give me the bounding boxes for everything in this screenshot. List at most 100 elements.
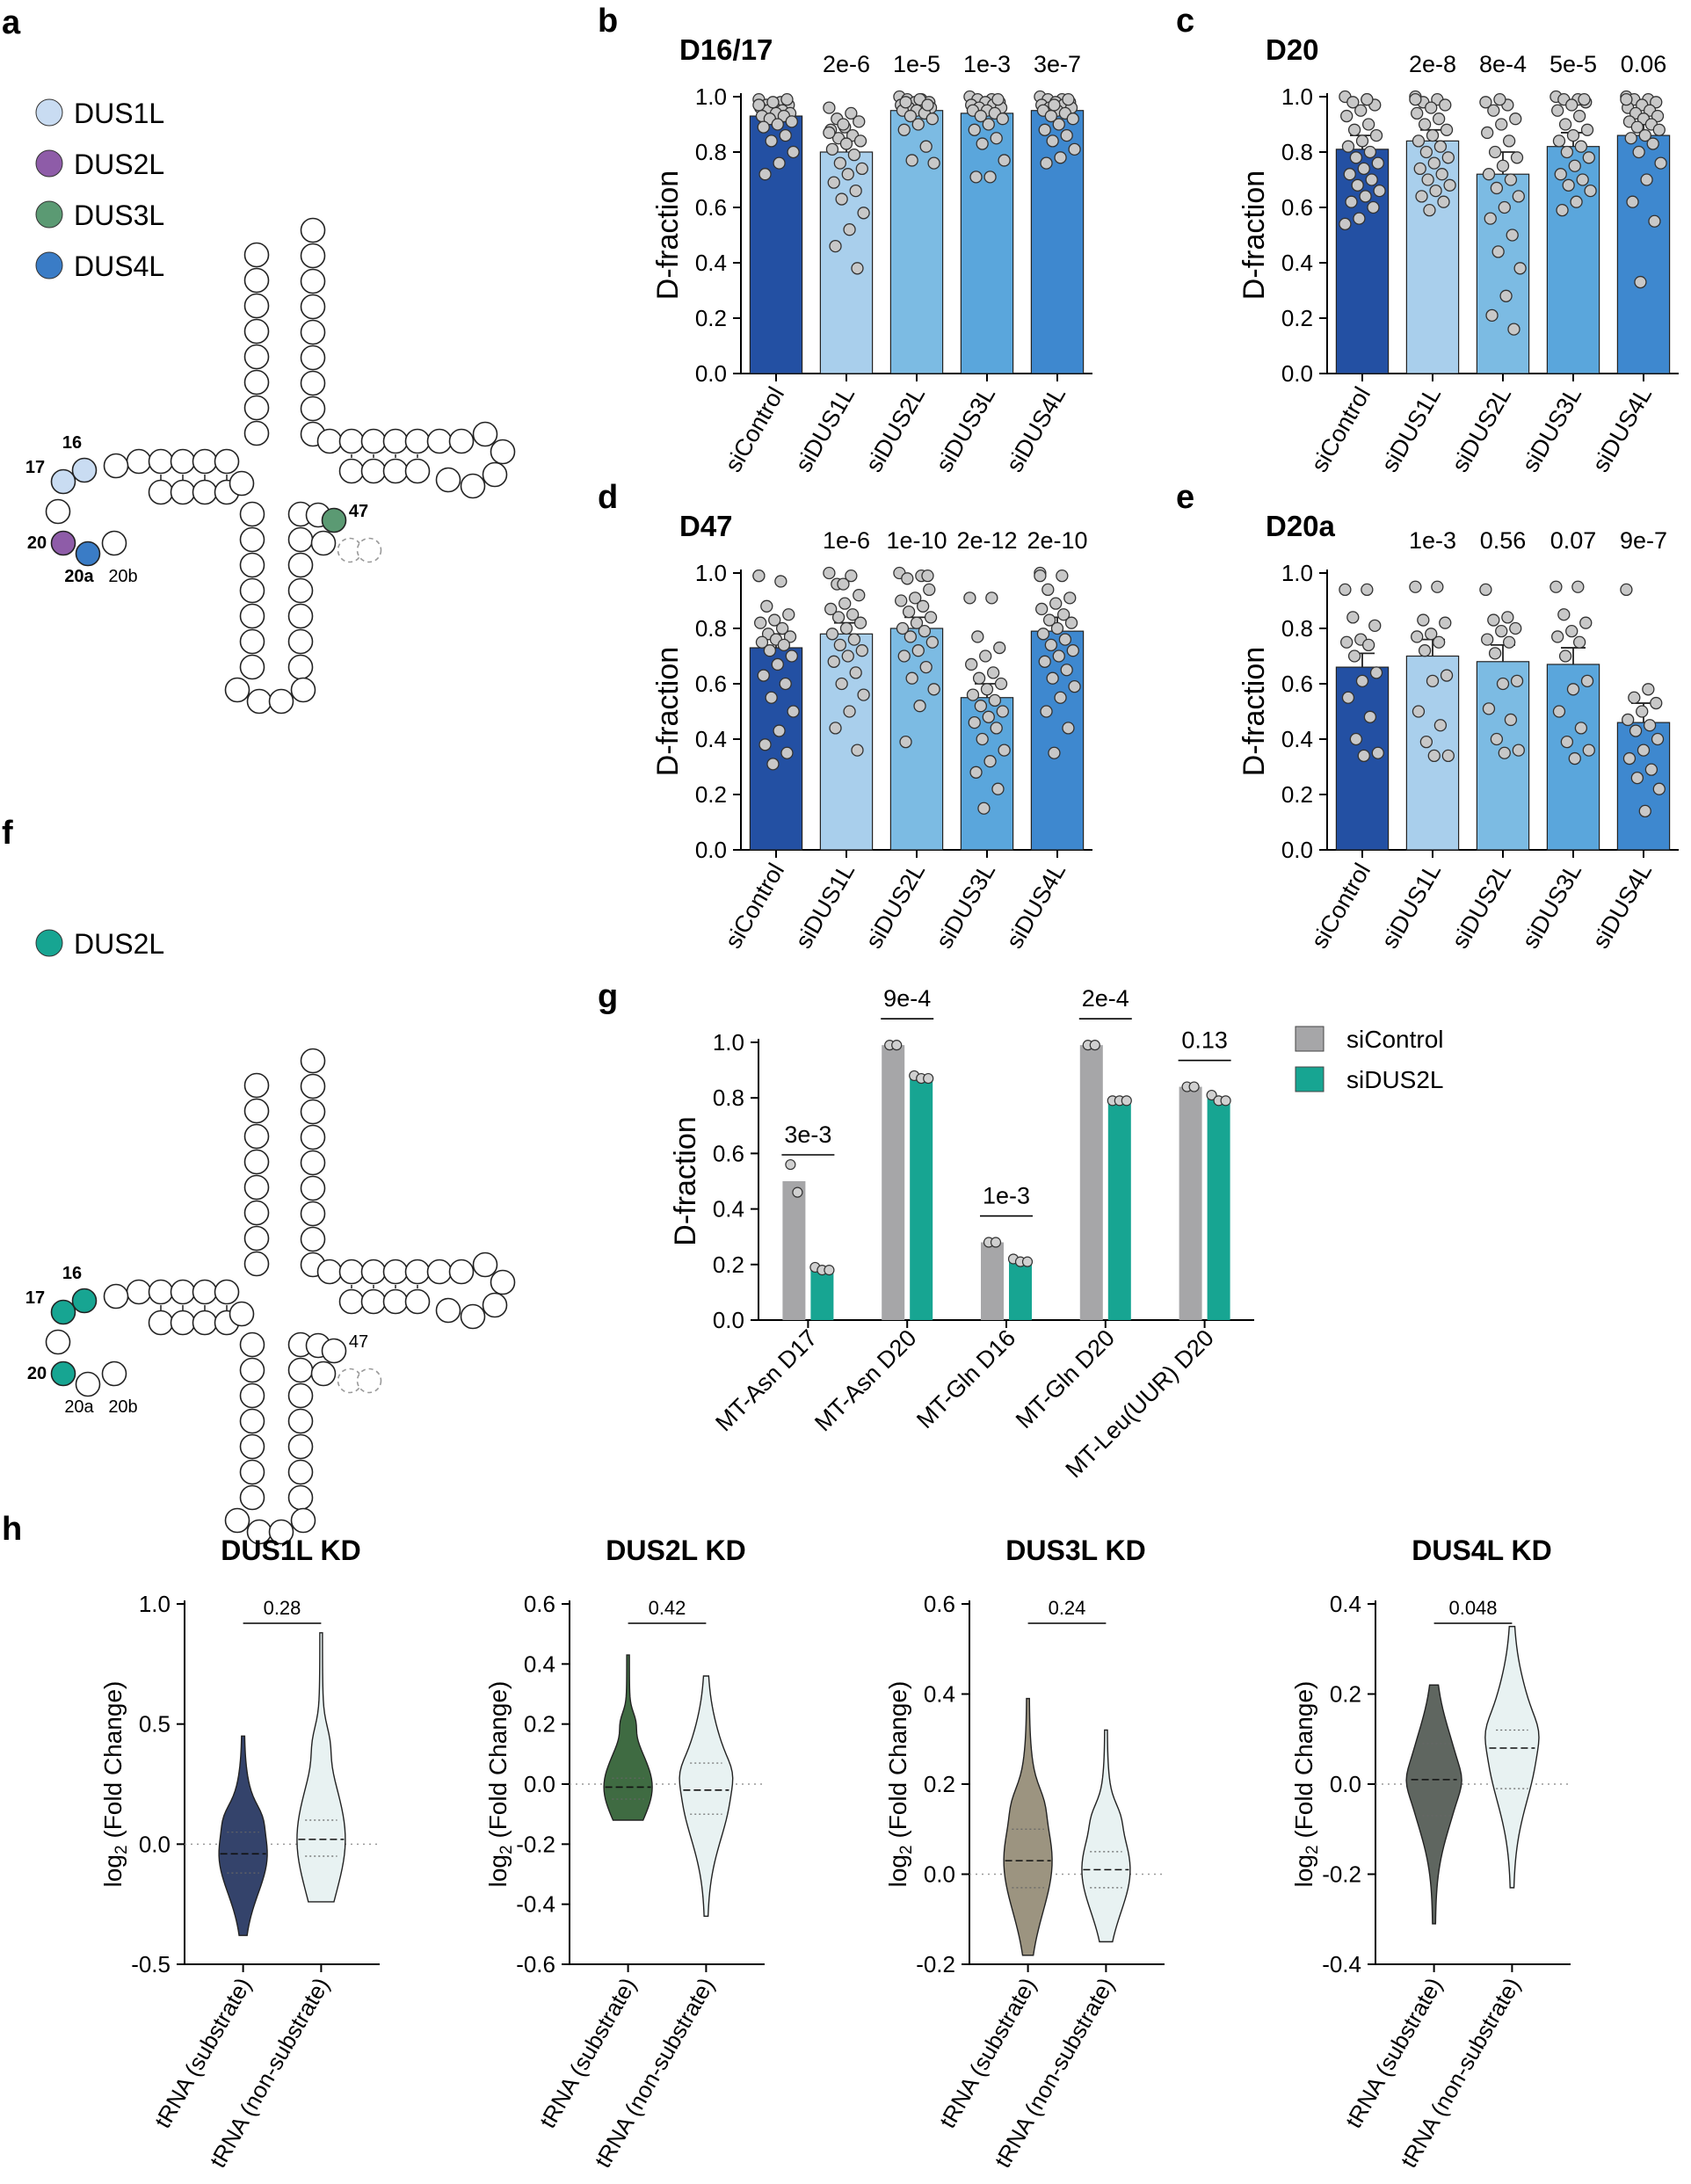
data-point <box>982 710 995 723</box>
data-point <box>1644 763 1658 776</box>
data-point <box>991 782 1005 795</box>
data-point <box>1060 128 1073 142</box>
p-value-label: 0.07 <box>1550 527 1597 554</box>
data-point <box>1419 736 1433 749</box>
y-tick-label: 0.0 <box>524 1771 555 1797</box>
data-point <box>849 184 862 198</box>
x-tick-label: MT-Asn D20 <box>809 1324 921 1436</box>
y-tick-label: 0.2 <box>1281 305 1313 331</box>
data-point <box>897 649 911 663</box>
anticodon-stem-5p <box>239 501 265 527</box>
violin-non-substrate <box>1081 1729 1131 1943</box>
data-point <box>1068 142 1081 156</box>
data-point <box>1628 691 1641 704</box>
x-tick-label: siDUS2L <box>860 859 930 953</box>
y-tick-label: 0.2 <box>924 1771 955 1797</box>
p-value-label: 2e-4 <box>1082 985 1129 1012</box>
bar-siControl <box>749 647 803 851</box>
y-tick-label: -0.5 <box>131 1951 171 1977</box>
data-point <box>823 101 836 114</box>
data-point <box>990 1237 1002 1248</box>
data-point <box>1021 1256 1034 1267</box>
acceptor-stem-3p <box>300 319 326 345</box>
p-value-label: 2e-12 <box>956 527 1017 554</box>
anticodon-loop <box>290 1507 316 1534</box>
t-loop <box>482 461 508 488</box>
data-point <box>998 154 1011 167</box>
x-tick-label: siDUS3L <box>1517 382 1586 476</box>
d-arm-bottom <box>148 479 174 505</box>
y-axis-title: D-fraction <box>669 1116 702 1245</box>
data-point <box>1339 583 1352 597</box>
data-point <box>1349 151 1363 164</box>
data-point <box>755 635 769 649</box>
data-point <box>971 630 984 643</box>
data-point <box>1498 746 1511 759</box>
data-point <box>1570 195 1583 208</box>
d-arm-top <box>148 1279 174 1305</box>
data-point <box>1066 112 1079 126</box>
p-value-label: 8e-4 <box>1479 51 1527 77</box>
data-point <box>1089 1040 1100 1051</box>
d-arm-top <box>148 448 174 475</box>
t-arm-bottom <box>360 1288 387 1315</box>
data-point <box>918 625 932 638</box>
data-point <box>1036 628 1050 641</box>
data-point <box>1121 1095 1132 1107</box>
y-axis-title: log2 (Fold Change) <box>884 1681 916 1888</box>
data-point <box>1369 666 1383 679</box>
bar-siDUS2L-MT-Asn D17 <box>810 1270 834 1320</box>
x-tick-label: siControl <box>720 859 789 953</box>
data-point <box>1574 722 1588 735</box>
data-point <box>1576 173 1589 186</box>
anticodon-stem-5p <box>239 552 265 578</box>
acceptor-stem-5p <box>243 242 270 268</box>
data-point <box>1046 134 1059 148</box>
data-point <box>1652 782 1666 795</box>
y-tick-label: 0.0 <box>695 360 727 387</box>
site-s20b <box>101 1360 127 1387</box>
anticodon-loop <box>268 1519 294 1545</box>
data-point <box>1345 195 1358 208</box>
p-value-label: 9e-7 <box>1620 527 1667 554</box>
y-tick-label: -0.2 <box>516 1831 555 1857</box>
site-s20 <box>50 1360 76 1387</box>
y-tick-label: 1.0 <box>1281 560 1313 586</box>
data-point <box>901 572 914 585</box>
acceptor-stem-5p <box>243 1123 270 1150</box>
t-arm-top <box>404 428 431 454</box>
anticodon-stem-5p <box>239 1459 265 1485</box>
chart-b-d16-17: 0.0 0.2 0.4 0.6 0.8 1.0 D-fraction D16/17 siCont… <box>651 33 1092 476</box>
p-value-label: 0.28 <box>264 1597 301 1619</box>
anticodon-stem-3p <box>287 603 314 629</box>
data-point <box>1490 181 1504 195</box>
y-tick-label: 0.4 <box>524 1651 555 1677</box>
d-loop <box>45 498 71 525</box>
data-point <box>853 616 867 629</box>
data-point <box>851 744 864 757</box>
data-point <box>1650 96 1663 109</box>
data-point <box>1038 655 1051 668</box>
y-tick-label: 0.2 <box>713 1252 744 1278</box>
data-point <box>837 118 850 131</box>
data-point <box>895 594 908 607</box>
data-point <box>913 700 926 713</box>
p-value-label: 2e-10 <box>1027 527 1087 554</box>
data-point <box>1622 713 1635 727</box>
data-point <box>752 570 766 583</box>
anticodon-stem-5p <box>239 1331 265 1358</box>
t-arm-top <box>382 1259 409 1285</box>
data-point <box>1426 674 1440 687</box>
violin-substrate <box>1405 1684 1462 1925</box>
y-tick-label: 0.8 <box>1281 139 1313 165</box>
data-point <box>1341 140 1355 153</box>
data-point <box>1435 168 1448 181</box>
t-arm-top <box>360 428 387 454</box>
data-point <box>1620 93 1633 106</box>
data-point <box>766 758 780 771</box>
bar-siDUS3L <box>960 112 1014 374</box>
data-point <box>785 1158 796 1171</box>
acceptor-stem-3p <box>300 395 326 422</box>
data-point <box>839 137 853 150</box>
data-point <box>991 93 1005 106</box>
